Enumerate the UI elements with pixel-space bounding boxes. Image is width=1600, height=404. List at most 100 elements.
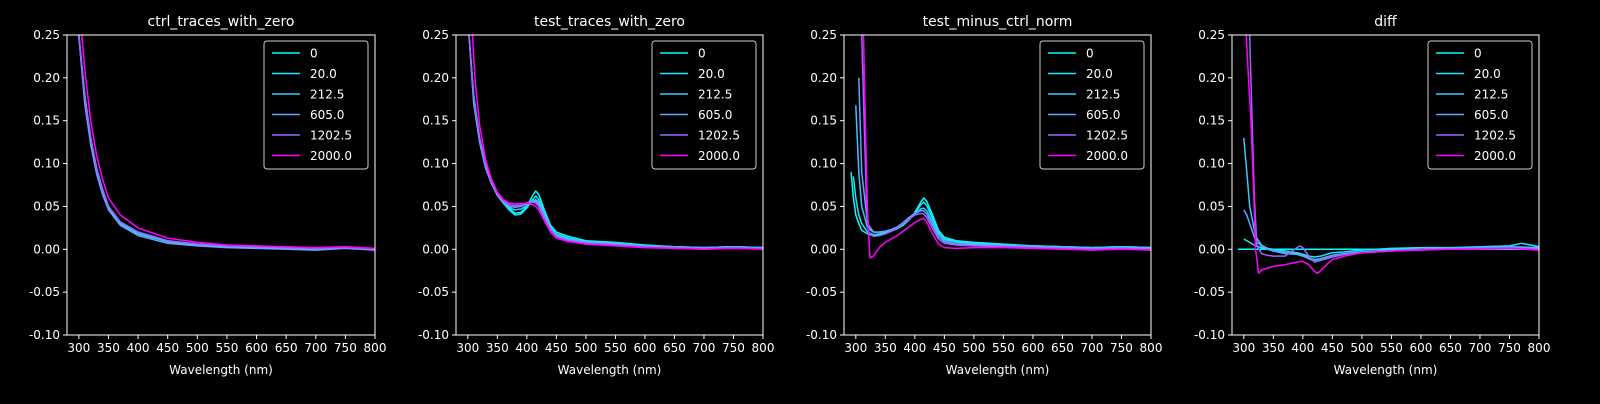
y-tick-label: 0.15 xyxy=(422,114,449,128)
series-lines xyxy=(78,35,375,251)
x-tick-label: 500 xyxy=(186,341,209,355)
y-tick-label: -0.10 xyxy=(806,328,837,342)
series-line-3 xyxy=(858,77,1151,250)
chart-title: test_minus_ctrl_norm xyxy=(923,14,1073,30)
series-line-5 xyxy=(471,35,763,251)
x-tick-label: 400 xyxy=(127,341,150,355)
y-tick-label: 0.15 xyxy=(810,114,837,128)
x-tick-label: 700 xyxy=(1469,341,1492,355)
x-tick-label: 300 xyxy=(1232,341,1255,355)
legend-label: 20.0 xyxy=(310,67,337,81)
series-line-5 xyxy=(862,35,1151,259)
x-tick-label: 550 xyxy=(604,341,627,355)
chart-panel-1: 300 350 400 450 500 550 600 650 700 750 800 -0.10 -0… xyxy=(418,14,775,377)
y-tick-label: -0.05 xyxy=(29,285,60,299)
x-axis-label: Wavelength (nm) xyxy=(169,363,273,377)
x-tick-label: 650 xyxy=(275,341,298,355)
y-tick-label: 0.10 xyxy=(1198,157,1225,171)
x-tick-label: 800 xyxy=(1140,341,1163,355)
legend-label: 2000.0 xyxy=(1474,149,1516,163)
legend-label: 212.5 xyxy=(1474,88,1508,102)
y-tick-label: 0.20 xyxy=(1198,71,1225,85)
legend-label: 1202.5 xyxy=(698,129,740,143)
x-tick-label: 800 xyxy=(364,341,387,355)
y-tick-label: 0.25 xyxy=(422,28,449,42)
x-tick-label: 600 xyxy=(245,341,268,355)
y-tick-label: 0.05 xyxy=(810,199,837,213)
x-tick-label: 400 xyxy=(1291,341,1314,355)
axes-frame xyxy=(66,34,376,336)
y-tick-label: 0.00 xyxy=(422,242,449,256)
series-line-3 xyxy=(78,35,375,251)
y-tick-label: 0.05 xyxy=(33,199,60,213)
series-lines xyxy=(468,35,763,251)
x-tick-label: 350 xyxy=(1262,341,1285,355)
x-tick-label: 500 xyxy=(574,341,597,355)
chart-title: ctrl_traces_with_zero xyxy=(148,14,295,30)
legend-label: 20.0 xyxy=(1474,67,1501,81)
legend-label: 0 xyxy=(698,47,706,61)
legend: 0 20.0 212.5 605.0 1202.5 2000.0 xyxy=(263,40,369,170)
series-line-4 xyxy=(78,35,375,251)
y-tick-label: -0.05 xyxy=(418,285,449,299)
legend: 0 20.0 212.5 605.0 1202.5 2000.0 xyxy=(1039,40,1145,170)
x-tick-label: 300 xyxy=(844,341,867,355)
x-tick-label: 650 xyxy=(663,341,686,355)
y-tick-label: 0.20 xyxy=(810,71,837,85)
axes-frame xyxy=(1231,34,1540,336)
x-tick-label: 550 xyxy=(992,341,1015,355)
x-tick-label: 600 xyxy=(1409,341,1432,355)
x-tick-label: 450 xyxy=(545,341,568,355)
y-tick-label: 0.25 xyxy=(810,28,837,42)
x-tick-label: 600 xyxy=(1021,341,1044,355)
y-tick-label: 0.00 xyxy=(33,242,60,256)
y-tick-label: 0.25 xyxy=(33,28,60,42)
legend-label: 2000.0 xyxy=(1086,149,1128,163)
x-tick-label: 500 xyxy=(962,341,985,355)
x-tick-label: 300 xyxy=(67,341,90,355)
x-tick-label: 750 xyxy=(1110,341,1133,355)
x-axis-label: Wavelength (nm) xyxy=(946,363,1050,377)
y-tick-label: 0.10 xyxy=(33,157,60,171)
series-line-4 xyxy=(468,35,763,250)
x-tick-label: 300 xyxy=(456,341,479,355)
legend-label: 20.0 xyxy=(1086,67,1113,81)
x-tick-label: 800 xyxy=(752,341,775,355)
series-line-5 xyxy=(1245,35,1539,275)
chart-panel-0: 300 350 400 450 500 550 600 650 700 750 800 -0.10 -0… xyxy=(29,14,387,377)
x-tick-label: 450 xyxy=(933,341,956,355)
chart-title: diff xyxy=(1374,14,1397,30)
legend-label: 2000.0 xyxy=(698,149,740,163)
x-tick-label: 800 xyxy=(1528,341,1551,355)
y-tick-label: -0.05 xyxy=(1194,285,1225,299)
legend-label: 212.5 xyxy=(310,88,344,102)
x-tick-label: 350 xyxy=(97,341,120,355)
legend: 0 20.0 212.5 605.0 1202.5 2000.0 xyxy=(651,40,757,170)
y-tick-label: 0.25 xyxy=(1198,28,1225,42)
x-tick-label: 700 xyxy=(693,341,716,355)
legend-label: 605.0 xyxy=(1474,108,1508,122)
legend-label: 605.0 xyxy=(698,108,732,122)
x-tick-label: 700 xyxy=(1081,341,1104,355)
legend-label: 0 xyxy=(1086,47,1094,61)
legend-label: 0 xyxy=(1474,47,1482,61)
y-tick-label: -0.10 xyxy=(29,328,60,342)
x-tick-label: 700 xyxy=(304,341,327,355)
x-tick-label: 600 xyxy=(633,341,656,355)
x-tick-label: 450 xyxy=(1321,341,1344,355)
series-lines xyxy=(850,35,1151,259)
y-tick-label: 0.05 xyxy=(422,199,449,213)
chart-title: test_traces_with_zero xyxy=(534,14,685,30)
legend-label: 605.0 xyxy=(1086,108,1120,122)
x-tick-label: 750 xyxy=(1498,341,1521,355)
y-tick-label: -0.10 xyxy=(1194,328,1225,342)
legend-label: 605.0 xyxy=(310,108,344,122)
legend-label: 0 xyxy=(310,47,318,61)
x-tick-label: 550 xyxy=(1380,341,1403,355)
y-tick-label: 0.15 xyxy=(1198,114,1225,128)
legend-label: 1202.5 xyxy=(1086,129,1128,143)
x-tick-label: 550 xyxy=(215,341,238,355)
legend-label: 2000.0 xyxy=(310,149,352,163)
y-tick-label: 0.20 xyxy=(422,71,449,85)
